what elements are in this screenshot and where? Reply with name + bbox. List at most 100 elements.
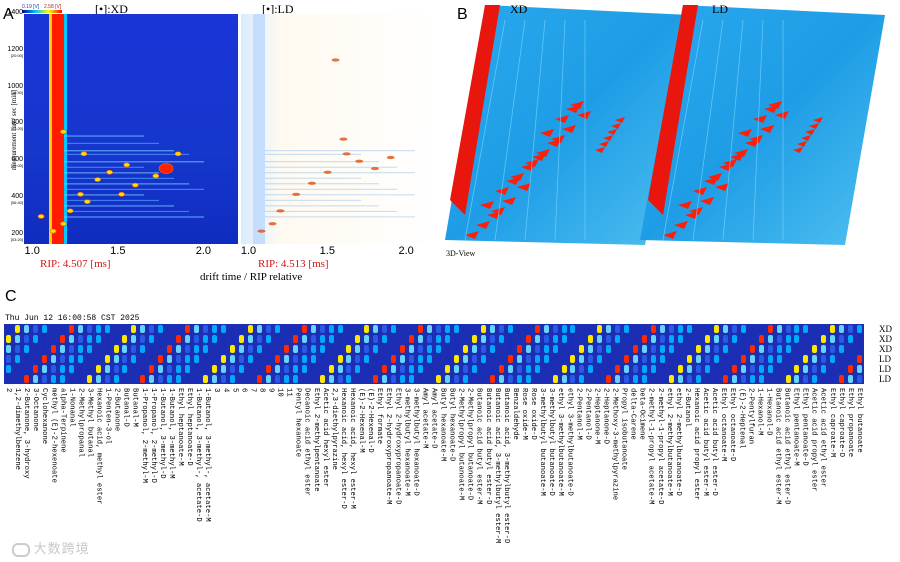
gallery-cell (794, 325, 800, 333)
gallery-cell (328, 365, 334, 373)
gallery-cell (525, 355, 531, 363)
compound-label: Butanal-M (130, 388, 139, 427)
watermark-logo-icon (12, 542, 30, 557)
compound-label: Ethyl pentanoate-M (791, 388, 800, 466)
gallery-cell (686, 335, 692, 343)
gallery-cell (588, 355, 594, 363)
ld-streak (265, 199, 361, 201)
gallery-cell (803, 335, 809, 343)
gallery-cell (364, 375, 370, 383)
gallery-cell (669, 345, 675, 353)
gallery-cell (642, 325, 648, 333)
compound-label: 3-methylbutyl butanoate-M (538, 388, 547, 496)
gallery-cell (516, 355, 522, 363)
gallery-cell (489, 365, 495, 373)
gallery-cell (194, 345, 200, 353)
gallery-cell (471, 365, 477, 373)
gallery-cell (704, 375, 710, 383)
gallery-cell (292, 325, 298, 333)
gallery-cell (454, 335, 459, 343)
colorscale-min: 0.19 [V] (22, 4, 40, 10)
gallery-cell (695, 375, 701, 383)
compound-label: 2-Butanone (112, 388, 121, 432)
compound-label: Pentyl hexanoate (293, 388, 302, 458)
gallery-cell (355, 325, 361, 333)
gallery-cell (355, 355, 361, 363)
gallery-cell (283, 375, 289, 383)
gallery-cell (41, 365, 47, 373)
compound-label: Ethyl formate (375, 388, 384, 445)
gallery-cell (436, 355, 442, 363)
gallery-cell (382, 325, 388, 333)
gallery-plot (4, 324, 864, 384)
compound-label: 1-Penten-3-ol (103, 388, 112, 445)
gallery-cell (247, 335, 253, 343)
gallery-cell (839, 335, 845, 343)
gallery-cell (6, 355, 11, 363)
gallery-cell (534, 335, 540, 343)
gallery-cell (436, 335, 442, 343)
gallery-cell (176, 365, 182, 373)
gallery-cell (615, 365, 621, 373)
gallery-cell (758, 375, 764, 383)
gallery-cell (588, 375, 594, 383)
gallery-cell (552, 345, 558, 353)
compound-label: Rose oxide-M (520, 388, 528, 440)
3d-peak (663, 231, 677, 239)
gallery-cell (391, 365, 397, 373)
gallery-cell (41, 325, 47, 333)
gallery-cell (131, 345, 137, 353)
gallery-cell (633, 345, 639, 353)
compound-label: 3-Octanone (31, 388, 40, 432)
gallery-cell (337, 375, 343, 383)
x-tick-label: 1.0 (240, 245, 257, 257)
gallery-cell (122, 355, 128, 363)
gallery-cell (68, 335, 74, 343)
gallery-cell (301, 375, 307, 383)
3d-peak (813, 117, 823, 123)
x-tick-label: 1.0 (24, 245, 40, 257)
gallery-cell (373, 335, 379, 343)
gallery-cell (427, 355, 433, 363)
ld-peak (307, 181, 316, 185)
gallery-cell (382, 345, 388, 353)
compound-label: Ethyl 2-hydroxypropanoate-M (384, 388, 393, 505)
gallery-cell (238, 325, 244, 333)
gallery-cell (588, 345, 594, 353)
gallery-cell (427, 325, 433, 333)
gallery-cell (418, 365, 424, 373)
ld-streak (265, 183, 379, 185)
compound-label: Ethyl 2-hydroxypropanoate-D (393, 388, 402, 505)
gallery-cell (95, 375, 101, 383)
gallery-cell (803, 355, 809, 363)
gallery-cell (59, 345, 65, 353)
gallery-cell (265, 345, 271, 353)
ld-streak (265, 153, 361, 155)
gallery-cell (471, 375, 477, 383)
compound-label: 9 (266, 388, 275, 393)
gallery-cell (32, 375, 38, 383)
gallery-cell (597, 355, 603, 363)
gallery-cell (704, 355, 710, 363)
gallery-cell (194, 325, 200, 333)
gallery-cell (561, 365, 567, 373)
gallery-cell (185, 375, 191, 383)
gallery-cell (579, 365, 585, 373)
gallery-cell (167, 325, 173, 333)
gallery-cell (498, 325, 504, 333)
compound-label: Butyl hexanoate-M (438, 388, 447, 462)
panel-b-letter: B (457, 6, 468, 23)
xd-peak (94, 177, 101, 182)
gallery-cell (812, 365, 818, 373)
gallery-cell (588, 325, 594, 333)
y-tick-minute-label: [13:20] (10, 126, 23, 132)
gallery-cell (525, 335, 531, 343)
gallery-cell (776, 355, 782, 363)
3d-peak (793, 147, 803, 153)
gallery-cell (803, 365, 809, 373)
gallery-cell (498, 375, 504, 383)
gallery-cell (669, 365, 675, 373)
xd-rip-edge-right (64, 14, 67, 244)
xd-streak (64, 135, 144, 137)
gallery-cell (319, 365, 325, 373)
